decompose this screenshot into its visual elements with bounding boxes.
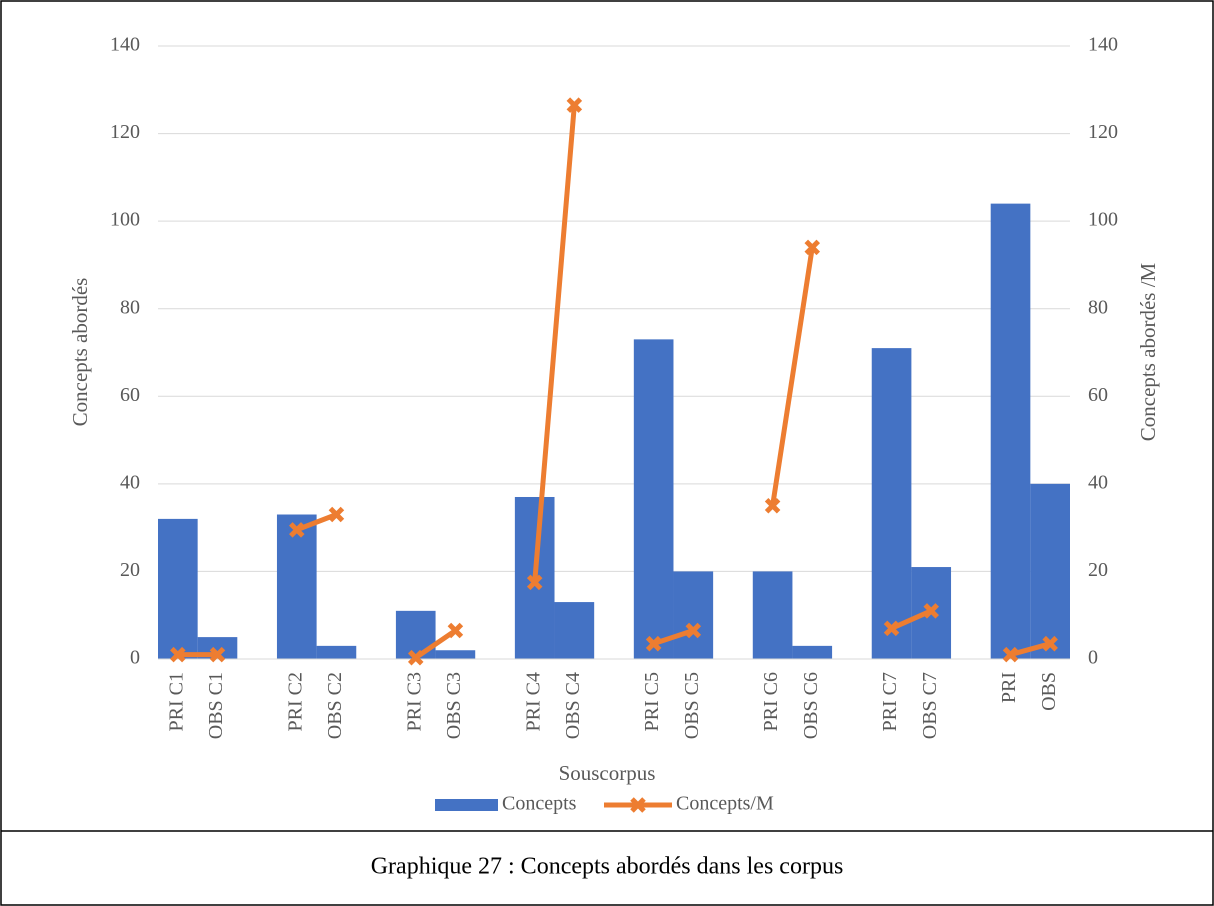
x-tick-label: OBS bbox=[1038, 672, 1060, 711]
line-marker bbox=[685, 622, 702, 639]
y2-tick-label: 20 bbox=[1088, 559, 1108, 581]
line-segment bbox=[1009, 641, 1051, 658]
y2-tick-label: 100 bbox=[1088, 209, 1118, 231]
y-tick-label: 120 bbox=[110, 121, 140, 143]
x-tick-label: OBS C2 bbox=[324, 672, 346, 739]
bar bbox=[395, 610, 436, 659]
y2-tick-label: 0 bbox=[1088, 647, 1098, 669]
line-segment bbox=[890, 608, 933, 631]
bar bbox=[752, 571, 793, 659]
legend-label: Concepts/M bbox=[676, 793, 774, 815]
line-marker bbox=[923, 603, 939, 619]
y2-tick-label: 140 bbox=[1088, 34, 1118, 56]
y2-tick-label: 60 bbox=[1088, 384, 1108, 406]
y-tick-label: 80 bbox=[120, 296, 140, 318]
y-tick-label: 0 bbox=[130, 647, 140, 669]
bar bbox=[276, 514, 317, 659]
line-marker bbox=[764, 497, 781, 514]
x-axis-label: Souscorpus bbox=[559, 761, 656, 785]
bar bbox=[158, 518, 198, 659]
bar bbox=[435, 650, 476, 659]
line-segment bbox=[295, 512, 338, 533]
x-tick-label: PRI C3 bbox=[403, 672, 425, 731]
line-marker bbox=[566, 97, 583, 113]
y-tick-label: 20 bbox=[120, 559, 140, 581]
bar bbox=[990, 203, 1031, 659]
x-tick-label: PRI bbox=[998, 672, 1020, 703]
x-tick-label: PRI C4 bbox=[522, 672, 544, 731]
line-marker bbox=[209, 646, 226, 663]
caption: Graphique 27 : Concepts abordés dans les… bbox=[371, 854, 844, 880]
line-marker bbox=[1042, 635, 1058, 652]
line-marker bbox=[407, 649, 424, 666]
line-segment bbox=[770, 247, 815, 507]
y2-tick-label: 120 bbox=[1088, 121, 1118, 143]
x-tick-label: PRI C7 bbox=[879, 672, 901, 731]
y-tick-label: 60 bbox=[120, 384, 140, 406]
bar bbox=[871, 348, 912, 659]
line-marker bbox=[289, 522, 305, 538]
line-marker bbox=[328, 506, 345, 523]
x-tick-label: OBS C5 bbox=[681, 672, 703, 739]
bar bbox=[673, 571, 714, 659]
y2-tick-label: 40 bbox=[1088, 471, 1108, 493]
legend-label: Concepts bbox=[502, 793, 577, 815]
x-tick-label: PRI C6 bbox=[760, 672, 782, 731]
x-tick-label: PRI C1 bbox=[165, 672, 187, 731]
x-tick-label: PRI C2 bbox=[284, 672, 306, 731]
line-marker bbox=[170, 646, 186, 663]
y-axis-label: Concepts abordés bbox=[68, 278, 92, 427]
y2-axis-label: Concepts abordés /M bbox=[1136, 262, 1160, 441]
line-segment bbox=[652, 628, 695, 647]
bar bbox=[633, 339, 674, 659]
legend-swatch bbox=[435, 799, 498, 811]
bar bbox=[316, 645, 357, 659]
line-marker bbox=[526, 574, 543, 591]
x-tick-label: OBS C7 bbox=[919, 672, 941, 739]
line-marker bbox=[1002, 646, 1019, 663]
x-tick-label: OBS C3 bbox=[443, 672, 465, 739]
x-tick-label: OBS C6 bbox=[800, 672, 822, 739]
bar bbox=[792, 645, 833, 659]
line-marker bbox=[883, 620, 900, 637]
x-tick-label: OBS C1 bbox=[205, 672, 227, 739]
y-tick-label: 100 bbox=[110, 209, 140, 231]
x-tick-label: OBS C4 bbox=[562, 672, 584, 739]
legend-marker bbox=[630, 797, 646, 813]
line-marker bbox=[645, 635, 662, 652]
line-marker bbox=[804, 239, 821, 256]
line-segment bbox=[532, 104, 577, 583]
x-tick-label: PRI C5 bbox=[641, 672, 663, 731]
y-tick-label: 40 bbox=[120, 471, 140, 493]
bar bbox=[1030, 483, 1070, 659]
y-tick-label: 140 bbox=[110, 34, 140, 56]
bar bbox=[554, 602, 595, 659]
y2-tick-label: 80 bbox=[1088, 296, 1108, 318]
line-marker bbox=[447, 622, 464, 639]
